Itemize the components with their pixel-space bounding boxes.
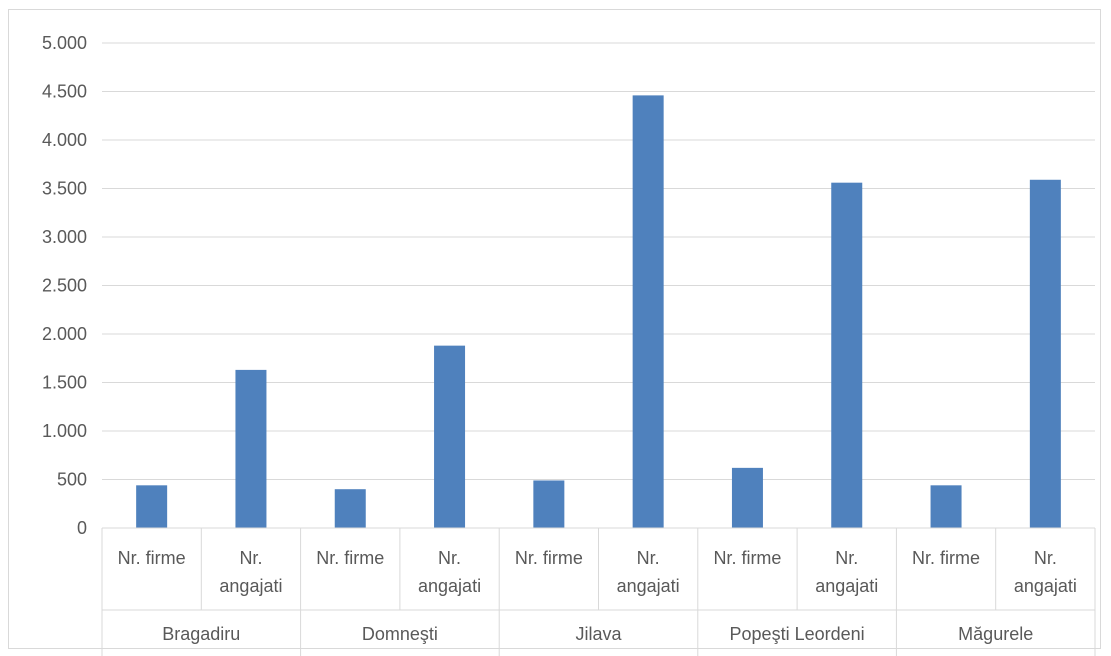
y-tick-label: 3.000 — [42, 227, 87, 247]
bar — [831, 182, 863, 528]
bar — [731, 467, 763, 528]
y-tick-label: 2.500 — [42, 276, 87, 296]
y-tick-label: 0 — [77, 518, 87, 538]
x-subcategory-label: Nr. angajati — [219, 548, 282, 596]
bar — [235, 369, 267, 528]
x-group-label: Jilava — [575, 624, 622, 644]
x-group-label: Bragadiru — [162, 624, 240, 644]
chart-frame — [8, 9, 1101, 649]
y-tick-label: 500 — [57, 470, 87, 490]
bar — [533, 480, 565, 528]
x-subcategory-label: Nr. angajati — [1014, 548, 1077, 596]
y-tick-label: 4.000 — [42, 130, 87, 150]
x-group-label: Domneşti — [362, 624, 438, 644]
x-subcategory-label: Nr. firme — [118, 548, 186, 568]
bar — [136, 485, 168, 528]
bar — [930, 485, 962, 528]
bar — [1029, 179, 1061, 528]
x-subcategory-label: Nr. firme — [713, 548, 781, 568]
y-tick-label: 3.500 — [42, 179, 87, 199]
x-subcategory-label: Nr. firme — [515, 548, 583, 568]
y-tick-label: 5.000 — [42, 33, 87, 53]
y-tick-label: 2.000 — [42, 324, 87, 344]
y-tick-label: 1.000 — [42, 421, 87, 441]
bar — [632, 95, 664, 528]
y-tick-label: 1.500 — [42, 373, 87, 393]
x-subcategory-label: Nr. angajati — [418, 548, 481, 596]
bar — [434, 345, 466, 528]
y-tick-label: 4.500 — [42, 82, 87, 102]
x-group-label: Popeşti Leordeni — [730, 624, 865, 644]
x-group-label: Măgurele — [958, 624, 1033, 644]
x-subcategory-label: Nr. firme — [912, 548, 980, 568]
x-subcategory-label: Nr. firme — [316, 548, 384, 568]
x-subcategory-label: Nr. angajati — [815, 548, 878, 596]
bar — [334, 489, 366, 528]
x-subcategory-label: Nr. angajati — [617, 548, 680, 596]
